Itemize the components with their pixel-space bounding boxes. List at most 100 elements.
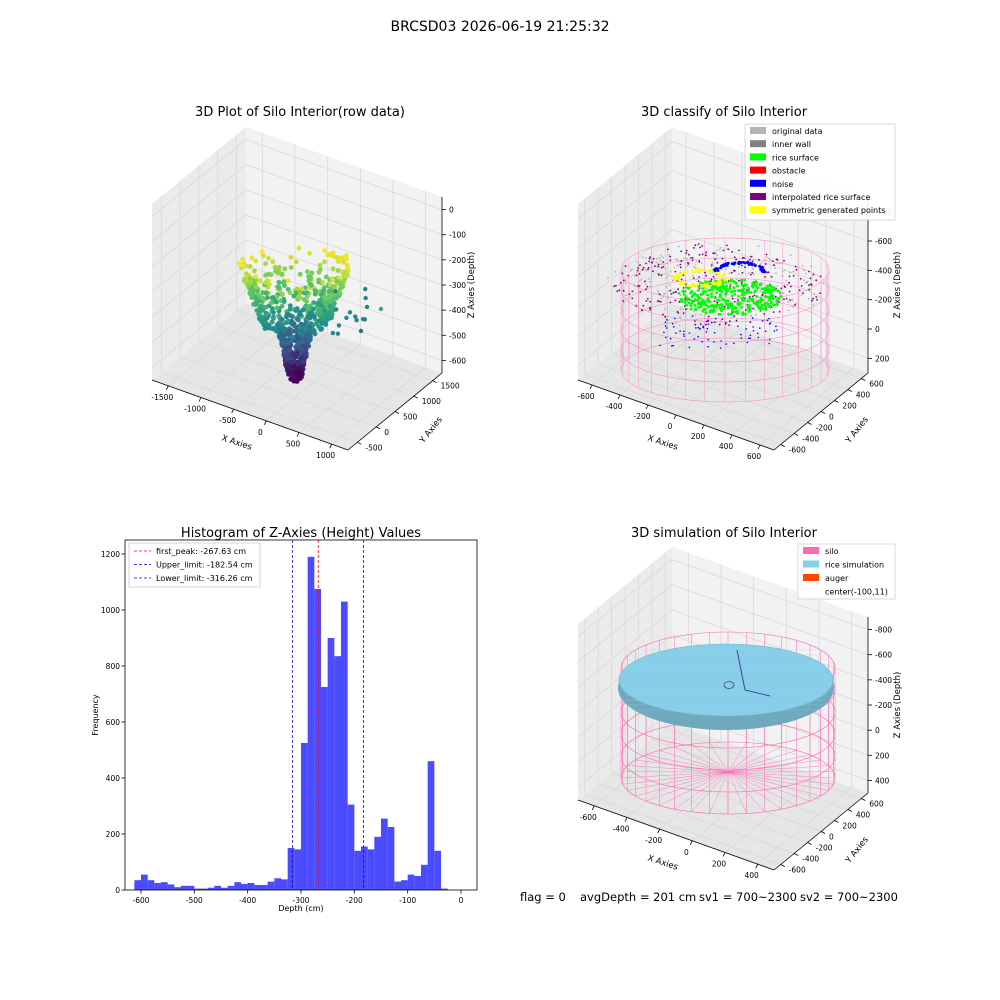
- silo-floor-spoke: [727, 771, 782, 810]
- classified-point: [722, 313, 725, 316]
- classified-point: [651, 261, 653, 264]
- rice-surface-point: [754, 284, 758, 288]
- x-tick-mark: [263, 420, 267, 426]
- classified-point: [615, 284, 617, 287]
- classified-point: [764, 258, 766, 261]
- rice-surface-point: [742, 298, 746, 302]
- x-axis-label: X Axies: [646, 433, 679, 452]
- rice-surface-point: [704, 303, 707, 306]
- histogram-bar: [381, 818, 388, 890]
- rice-surface-point: [764, 308, 768, 311]
- classified-point: [698, 253, 701, 256]
- classified-point: [751, 260, 754, 263]
- histogram-bar: [287, 848, 295, 890]
- classified-point: [693, 277, 695, 279]
- z-axis-label: Z Axies (Depth): [893, 672, 903, 739]
- grid-line-y: [611, 596, 808, 843]
- scatter-point: [336, 259, 341, 265]
- classified-point: [808, 284, 810, 287]
- y-tick-label: 200: [106, 830, 121, 839]
- classified-point: [734, 269, 736, 272]
- classified-point: [660, 255, 662, 257]
- z-tick-label: -200: [449, 256, 466, 265]
- y-tick-mark: [780, 864, 785, 867]
- silo-floor-spoke: [645, 754, 729, 773]
- classified-point: [795, 269, 798, 271]
- rice-surface-point: [746, 307, 750, 310]
- z-tick-label: -600: [875, 651, 892, 660]
- scatter-point: [293, 290, 299, 296]
- classified-point: [724, 321, 727, 324]
- rice-surface-point: [747, 303, 751, 307]
- rice-surface-point: [733, 281, 737, 284]
- classified-point: [718, 249, 721, 251]
- scatter-point: [263, 280, 269, 285]
- classified-point: [679, 306, 682, 309]
- rice-surface-point: [740, 284, 744, 287]
- grid-line-y: [651, 143, 849, 390]
- classified-point: [669, 255, 671, 258]
- noise-point: [672, 344, 674, 347]
- classified-point: [749, 273, 752, 276]
- symmetric-point: [716, 280, 720, 283]
- classified-point: [649, 285, 652, 288]
- classified-point: [661, 262, 664, 264]
- classified-point: [759, 302, 762, 305]
- rice-surface-point: [700, 301, 704, 304]
- symmetric-point: [679, 281, 682, 285]
- scatter-point: [338, 283, 344, 289]
- rice-surface-point: [763, 302, 767, 305]
- rice-surface-point: [725, 287, 728, 290]
- plot-3d-raw: 3D Plot of Silo Interior(row data) -1500 -…: [151, 105, 477, 460]
- noise-point: [757, 332, 759, 335]
- histogram-bar: [274, 878, 281, 890]
- silo-floor-spoke: [727, 771, 747, 814]
- scatter-point: [364, 304, 370, 310]
- y-tick-mark: [394, 411, 400, 414]
- plot-3d-simulation: 3D simulation of Silo Interior -600 -400 -2…: [577, 526, 903, 880]
- classified-point: [680, 250, 683, 253]
- scatter-point: [304, 340, 310, 346]
- scatter-point: [304, 290, 310, 295]
- scatter-point: [263, 319, 268, 325]
- classified-point: [694, 320, 696, 322]
- legend-label: center(-100,11): [825, 588, 888, 597]
- grid-line-x: [724, 599, 820, 853]
- rice-surface-point: [772, 297, 775, 300]
- y-tick-label: 0: [115, 886, 120, 895]
- scatter-point: [341, 259, 346, 265]
- x-tick-label: 0: [684, 848, 689, 857]
- rice-surface-point: [712, 309, 716, 313]
- classified-point: [791, 298, 794, 301]
- z-tick-label: -800: [875, 626, 892, 635]
- classified-point: [738, 266, 740, 269]
- scatter-point: [311, 300, 316, 305]
- classified-point: [714, 258, 716, 260]
- classified-point: [685, 249, 688, 252]
- rice-surface-point: [701, 290, 705, 293]
- classified-point: [764, 276, 766, 278]
- rice-surface-point: [722, 307, 726, 311]
- y-tick-mark: [820, 411, 826, 414]
- classified-point: [789, 271, 792, 274]
- classified-point: [668, 274, 670, 277]
- scatter-point: [332, 300, 337, 306]
- classified-point: [648, 277, 650, 280]
- rice-surface-point: [691, 294, 695, 297]
- classified-point: [792, 306, 795, 308]
- rice-surface-point: [740, 297, 744, 300]
- rice-surface-point: [736, 312, 739, 315]
- scatter-point: [331, 296, 337, 301]
- classified-point: [649, 280, 651, 283]
- scatter-point: [288, 265, 294, 270]
- classified-point: [665, 285, 668, 288]
- rice-surface-point: [744, 312, 747, 316]
- rice-surface-point: [768, 304, 772, 308]
- rice-surface-point: [736, 284, 739, 288]
- y-tick-mark: [807, 842, 812, 845]
- classified-point: [669, 301, 672, 304]
- scatter-point: [325, 252, 331, 258]
- classified-point: [761, 294, 763, 297]
- scatter-point: [263, 304, 269, 310]
- z-tick-label: -400: [449, 306, 466, 315]
